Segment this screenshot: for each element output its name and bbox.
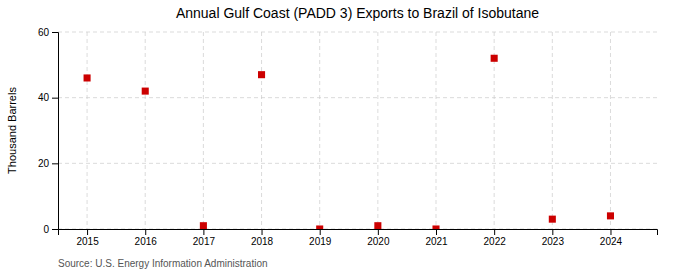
point — [549, 216, 556, 223]
tick-mark — [52, 32, 58, 33]
y-axis-label: Thousand Barrels — [6, 87, 18, 174]
tick-label: 0 — [43, 224, 49, 235]
tick-mark — [145, 229, 146, 235]
point — [84, 74, 91, 81]
point — [491, 55, 498, 62]
y-tick: 0 — [43, 224, 58, 235]
tick-label: 2015 — [76, 236, 99, 247]
y-tick: 20 — [38, 158, 58, 169]
plot: 2015 2016 2017 2018 2019 2020 2021 2022 2023 2024… — [38, 27, 658, 247]
tick-mark — [87, 229, 88, 235]
x-tick: 2015 — [76, 229, 99, 247]
axis-line — [52, 33, 59, 230]
tick-label: 2019 — [309, 236, 332, 247]
tick-mark — [52, 163, 58, 164]
tick-label: 2017 — [193, 236, 216, 247]
title: Annual Gulf Coast (PADD 3) Exports to Br… — [176, 5, 539, 21]
point — [607, 212, 614, 219]
tick-label: 2023 — [542, 236, 565, 247]
tick-mark — [52, 98, 58, 99]
point — [258, 71, 265, 78]
grid-line — [87, 32, 88, 229]
point — [316, 225, 323, 229]
x-tick: 2023 — [542, 229, 565, 247]
tick-mark — [436, 229, 437, 235]
x-tick: 2021 — [425, 229, 448, 247]
grid — [58, 32, 657, 229]
tick-mark — [262, 229, 263, 235]
x-tick: 2022 — [484, 229, 507, 247]
tick-label: 2018 — [251, 236, 274, 247]
tick-label: 40 — [38, 92, 50, 103]
grid-line — [610, 32, 611, 229]
grid-line — [58, 163, 657, 164]
x-tick: 2017 — [193, 229, 216, 247]
x-tick: 2019 — [309, 229, 332, 247]
x-tick: 2016 — [135, 229, 158, 247]
grid-line — [436, 32, 437, 229]
x-tick: 2024 — [600, 229, 623, 247]
grid-line — [203, 32, 204, 229]
axis-line — [59, 230, 658, 236]
tick-mark — [320, 229, 321, 235]
tick-mark — [203, 229, 204, 235]
tick-label: 2016 — [135, 236, 158, 247]
grid-line — [377, 32, 378, 229]
point — [142, 88, 149, 95]
grid-line — [319, 32, 320, 229]
tick-label: 2024 — [600, 236, 623, 247]
x-tick: 2020 — [367, 229, 390, 247]
grid-line — [552, 32, 553, 229]
grid-line — [261, 32, 262, 229]
points — [84, 55, 614, 229]
tick-mark — [552, 229, 553, 235]
grid-line — [58, 97, 657, 98]
grid-line — [58, 32, 657, 33]
y-tick: 40 — [38, 92, 58, 103]
tick-mark — [610, 229, 611, 235]
tick-label: 2020 — [367, 236, 390, 247]
x-tick: 2018 — [251, 229, 274, 247]
tick-label: 2021 — [425, 236, 448, 247]
tick-label: 20 — [38, 158, 50, 169]
chart: 2015 2016 2017 2018 2019 2020 2021 2022 2023 2024… — [0, 0, 675, 275]
annotation: Source: U.S. Energy Information Administ… — [58, 258, 268, 269]
y-axis: 0 20 40 60 — [38, 27, 59, 235]
grid-line — [145, 32, 146, 229]
tick-label: 60 — [38, 27, 50, 38]
y-tick: 60 — [38, 27, 58, 38]
point — [374, 222, 381, 229]
tick-mark — [378, 229, 379, 235]
tick-mark — [494, 229, 495, 235]
tick-mark — [52, 229, 58, 230]
point — [200, 222, 207, 229]
point — [432, 225, 439, 229]
x-axis: 2015 2016 2017 2018 2019 2020 2021 2022 2023 2024 — [59, 229, 658, 247]
tick-label: 2022 — [484, 236, 507, 247]
